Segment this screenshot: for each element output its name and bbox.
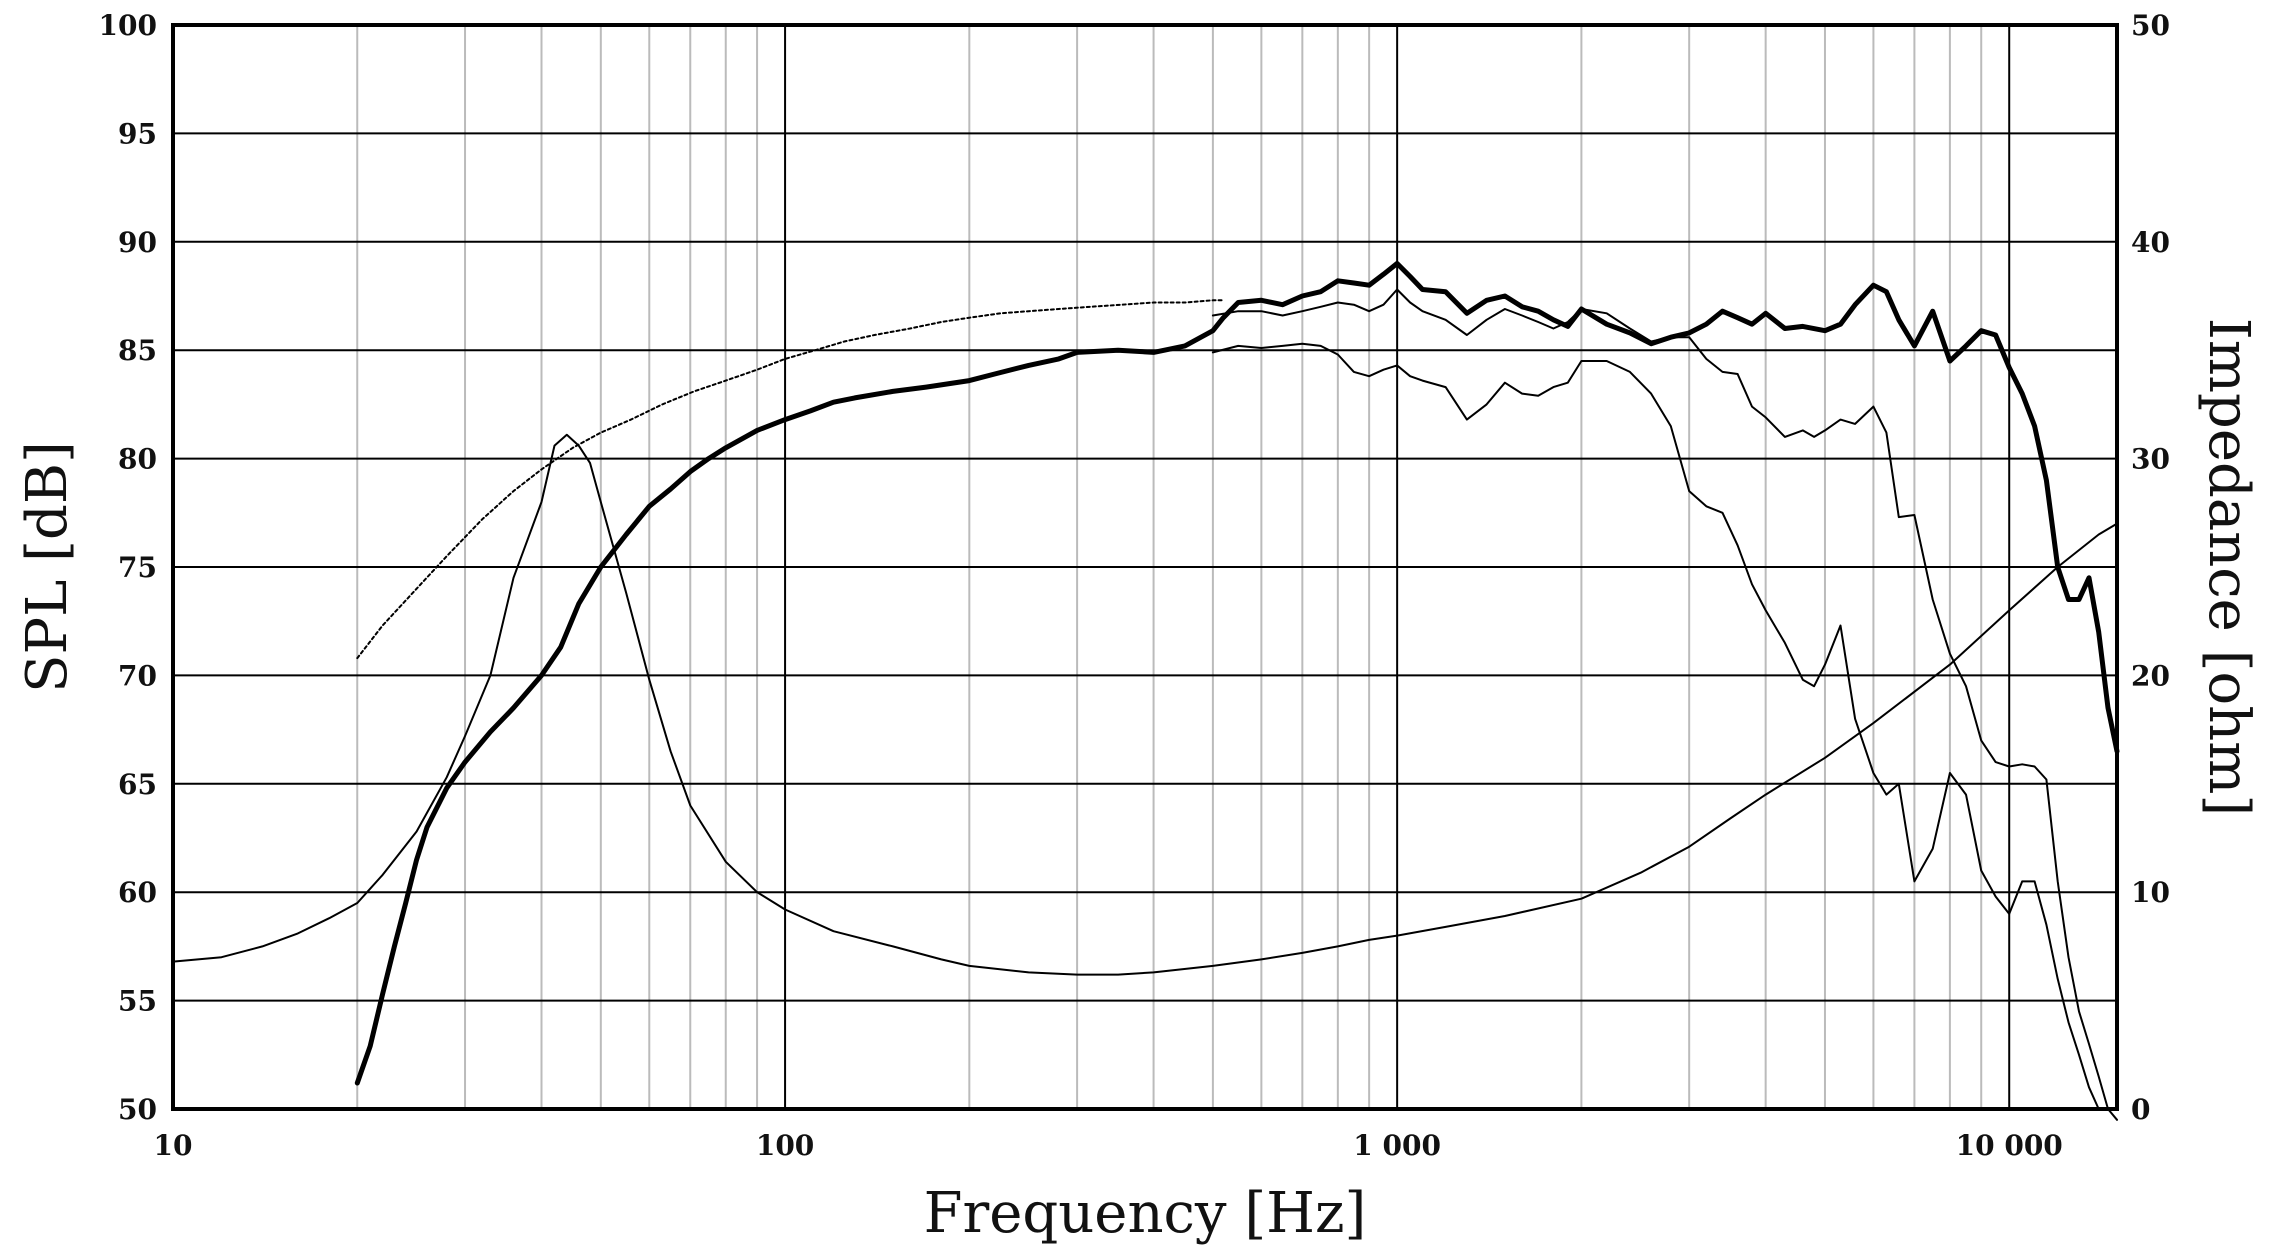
y2-tick-label: 20 (2131, 659, 2170, 692)
y-tick-label: 75 (118, 551, 157, 584)
y2-tick-label: 40 (2131, 226, 2170, 259)
series-line-2 (1211, 288, 2118, 1121)
y2-tick-label: 10 (2131, 876, 2170, 909)
x-tick-label: 100 (756, 1129, 814, 1162)
y2-tick-label: 30 (2131, 443, 2170, 476)
y-tick-label: 70 (118, 659, 157, 692)
plot-frame (171, 23, 2119, 1111)
y-tick-label: 65 (118, 768, 157, 801)
y-tick-label: 55 (118, 985, 157, 1018)
series-line-4 (356, 299, 1225, 660)
y-tick-label: 90 (118, 226, 157, 259)
y-axis-title: SPL [dB] (15, 441, 80, 693)
x-tick-labels: 10 100 1 000 10 000 (154, 1129, 2063, 1162)
y2-tick-label: 50 (2131, 9, 2170, 42)
series-line-5 (172, 433, 2118, 976)
series-line-3 (1211, 342, 2118, 1110)
y-tick-label: 100 (99, 9, 157, 42)
y-tick-label: 50 (118, 1093, 157, 1126)
x-axis-title: Frequency [Hz] (924, 1181, 1367, 1246)
x-tick-label: 10 000 (1956, 1129, 2063, 1162)
y-tick-labels: 50 55 60 65 70 75 80 85 90 95 100 (99, 9, 157, 1126)
data-curves (172, 261, 2120, 1121)
y-tick-label: 80 (118, 443, 157, 476)
y2-axis-title: Impedance [ohm] (2196, 318, 2261, 816)
x-tick-label: 10 (154, 1129, 193, 1162)
y2-tick-labels: 0 10 20 30 40 50 (2131, 9, 2170, 1126)
y2-tick-label: 0 (2131, 1093, 2150, 1126)
x-tick-label: 1 000 (1353, 1129, 1441, 1162)
y-tick-label: 85 (118, 334, 157, 367)
y-tick-label: 95 (118, 117, 157, 150)
series-line-1 (354, 261, 2120, 1086)
y-tick-label: 60 (118, 876, 157, 909)
